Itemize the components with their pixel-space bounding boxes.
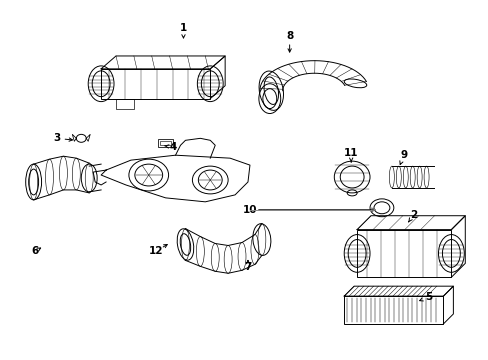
Bar bbox=[160, 141, 170, 145]
Bar bbox=[344, 296, 443, 324]
Text: 8: 8 bbox=[285, 31, 293, 41]
Text: 11: 11 bbox=[343, 148, 358, 158]
Text: 6: 6 bbox=[31, 247, 38, 256]
Text: 5: 5 bbox=[424, 292, 431, 302]
Text: 12: 12 bbox=[148, 247, 163, 256]
Text: 10: 10 bbox=[242, 205, 257, 215]
Text: 7: 7 bbox=[244, 262, 251, 272]
Text: 3: 3 bbox=[53, 133, 60, 143]
Text: 2: 2 bbox=[409, 210, 416, 220]
Text: 1: 1 bbox=[180, 23, 187, 33]
Bar bbox=[157, 139, 172, 147]
Text: 4: 4 bbox=[169, 142, 177, 152]
Text: 9: 9 bbox=[399, 150, 407, 160]
Polygon shape bbox=[101, 155, 249, 202]
Bar bbox=[116, 99, 134, 109]
Bar bbox=[101, 69, 210, 99]
Bar bbox=[356, 230, 450, 277]
